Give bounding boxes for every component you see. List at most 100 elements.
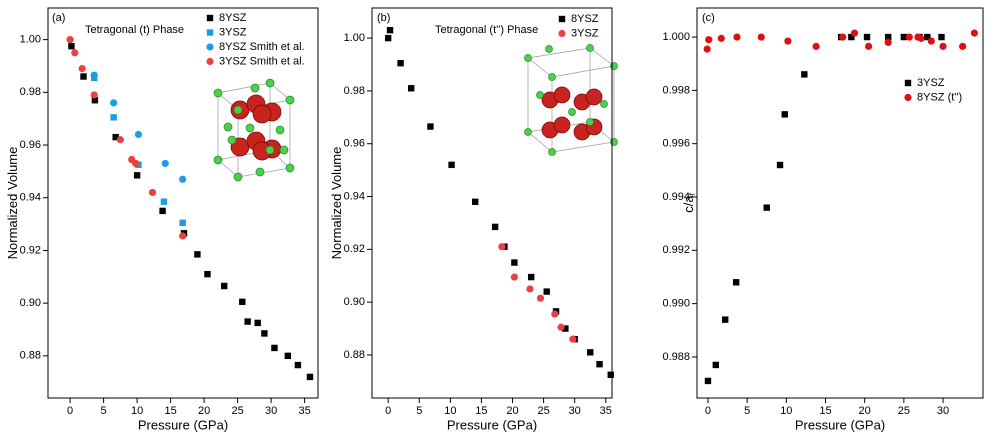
x-axis-label: Pressure (GPa) <box>138 417 228 432</box>
y-tick-label: 1.00 <box>20 34 41 46</box>
point <box>110 99 118 107</box>
point <box>781 111 788 118</box>
point <box>386 26 394 34</box>
y-tick-label: 0.94 <box>20 192 41 204</box>
point <box>448 161 455 169</box>
point <box>204 270 211 278</box>
point <box>68 43 75 50</box>
point <box>607 371 614 378</box>
point <box>970 29 978 37</box>
point <box>776 161 784 169</box>
point <box>221 282 228 290</box>
point <box>133 172 141 179</box>
point <box>206 43 214 51</box>
legend-label: 8YSZ <box>219 12 247 24</box>
x-tick-label: 30 <box>265 405 277 417</box>
subtitle: Tetragonal (t) Phase <box>85 24 184 36</box>
plot-frame <box>47 7 319 399</box>
inset-crystal-b <box>524 44 618 156</box>
x-tick-label: 20 <box>198 405 210 417</box>
panel-label: (b) <box>377 12 390 24</box>
point <box>179 232 187 240</box>
point <box>884 33 892 41</box>
x-tick-label: 20 <box>506 405 518 417</box>
y-axis-label: Normalized Volume <box>5 147 20 260</box>
point <box>536 294 545 302</box>
point <box>763 204 770 211</box>
y-tick-label: 0.96 <box>344 138 365 150</box>
x-tick-label: 0 <box>705 405 711 417</box>
legend-label: 3YSZ <box>917 77 945 89</box>
legend-label: 8YSZ Smith et al. <box>219 41 305 53</box>
point <box>132 159 140 168</box>
point <box>472 198 479 206</box>
point <box>801 71 808 78</box>
point <box>569 335 577 343</box>
x-tick-label: 25 <box>537 405 549 417</box>
x-tick-label: 25 <box>898 405 910 417</box>
y-axis-label: Normalized Volume <box>329 147 344 260</box>
point <box>924 33 931 41</box>
x-tick-label: 5 <box>101 405 107 417</box>
point <box>66 36 74 44</box>
legend-label: 3YSZ <box>219 26 247 38</box>
point <box>704 377 712 385</box>
x-tick-label: 5 <box>416 405 422 417</box>
x-tick-label: 15 <box>164 405 176 417</box>
legend-label: 8YSZ <box>571 13 599 25</box>
y-tick-label: 0.992 <box>662 244 690 256</box>
point <box>71 49 79 57</box>
y-axis-label-main: c/a <box>681 195 696 213</box>
point <box>90 91 98 99</box>
panel-label: (a) <box>52 12 65 24</box>
y-tick-label: 0.94 <box>344 190 365 202</box>
point <box>116 136 124 144</box>
y-axis-label: c/af <box>681 192 697 212</box>
point <box>254 319 261 327</box>
x-tick-label: 15 <box>819 405 831 417</box>
plot-frame <box>371 7 613 399</box>
y-tick-label: 0.990 <box>662 298 690 310</box>
point <box>703 45 711 53</box>
point <box>239 298 246 306</box>
x-tick-label: 0 <box>67 405 73 417</box>
point <box>543 288 550 295</box>
x-axis-label: Pressure (GPa) <box>447 417 537 432</box>
y-tick-label: 1.00 <box>344 32 365 44</box>
point <box>112 133 119 141</box>
point <box>562 325 569 332</box>
point <box>757 33 765 41</box>
series <box>703 29 978 53</box>
point <box>850 29 859 37</box>
point <box>596 361 603 368</box>
series <box>91 74 186 226</box>
plot-frame <box>696 7 984 399</box>
point <box>526 285 534 293</box>
point <box>397 59 404 67</box>
point <box>927 37 935 45</box>
point <box>160 198 168 205</box>
point <box>884 38 892 46</box>
y-tick-label: 0.98 <box>20 86 41 98</box>
point <box>90 71 98 79</box>
x-tick-label: 10 <box>131 405 143 417</box>
point <box>917 34 925 42</box>
y-tick-label: 0.90 <box>344 296 365 308</box>
y-axis-label-sub: f <box>688 192 697 195</box>
y-tick-label: 0.996 <box>662 138 690 150</box>
y-tick-label: 0.90 <box>20 297 41 309</box>
x-axis-label: Pressure (GPa) <box>795 417 885 432</box>
point <box>863 33 871 41</box>
point <box>717 34 725 42</box>
series <box>384 26 614 378</box>
series <box>66 36 187 240</box>
point <box>551 310 559 318</box>
point <box>587 349 594 356</box>
inset-crystal-a <box>213 78 295 182</box>
x-tick-label: 25 <box>231 405 243 417</box>
point <box>733 33 741 41</box>
point <box>732 279 740 286</box>
point <box>557 323 565 331</box>
y-tick-label: 0.88 <box>20 350 41 362</box>
point <box>179 219 186 226</box>
